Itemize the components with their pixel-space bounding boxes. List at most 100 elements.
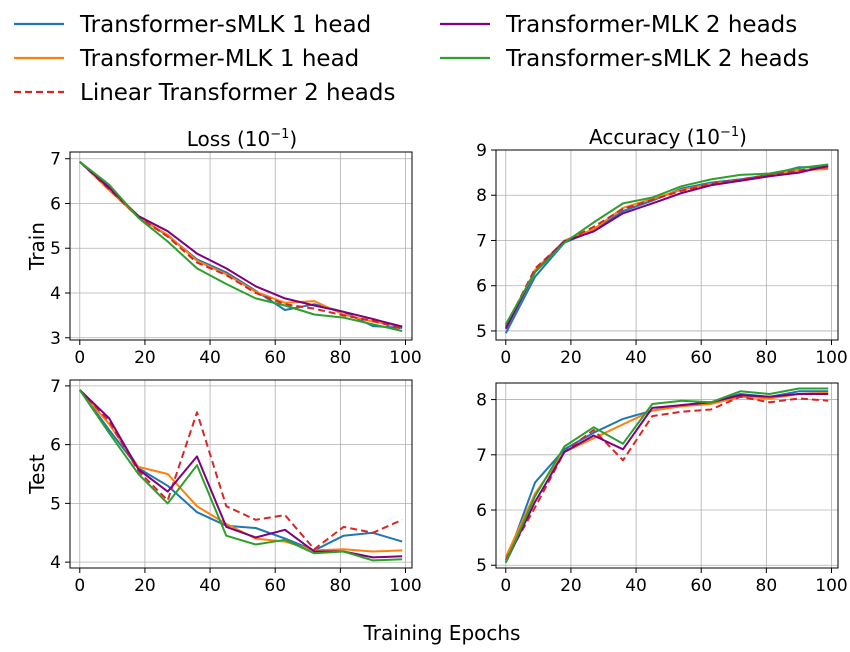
legend-item: Transformer-sMLK 1 head [14, 12, 371, 38]
x-tick-label: 0 [74, 348, 85, 368]
axes-frame [69, 151, 413, 341]
series-line-linear-transformer-2-heads [79, 389, 403, 551]
title-exponent: −1 [270, 127, 289, 142]
y-tick-label: 5 [50, 494, 61, 514]
series-line-linear-transformer-2-heads [79, 161, 403, 330]
x-tick-label: 100 [389, 348, 421, 368]
y-tick-label: 6 [476, 501, 487, 521]
series-line-transformer-smlk-2-heads [504, 163, 829, 325]
y-tick-label: 7 [476, 446, 487, 466]
y-tick-label: 6 [50, 436, 61, 456]
legend-label: Transformer-MLK 2 heads [505, 12, 797, 38]
accuracy-column-title: Accuracy (10−1) [589, 125, 747, 149]
x-tick-label: 40 [625, 348, 647, 368]
y-tick-label: 6 [476, 277, 487, 297]
column-titles: Loss (10−1) Accuracy (10−1) [187, 125, 747, 151]
y-tick-label: 9 [476, 141, 487, 161]
series-lines [504, 387, 829, 563]
legend-label: Transformer-sMLK 1 head [79, 12, 371, 38]
legend-label: Transformer-sMLK 2 heads [505, 46, 809, 72]
grid [70, 152, 412, 340]
x-tick-label: 80 [756, 576, 778, 596]
series-line-transformer-smlk-2-heads [79, 161, 403, 332]
x-tick-label: 60 [264, 576, 286, 596]
series-line-transformer-mlk-1-head [79, 161, 403, 328]
row-labels: Train Test [25, 222, 49, 495]
panel-train-accuracy: 0 20 40 60 80 100 5 6 7 8 9 [476, 141, 848, 368]
axes-frame [69, 379, 413, 569]
axes-frame [495, 149, 839, 341]
ticks: 0 20 40 60 80 100 5 6 7 8 [476, 391, 848, 596]
y-tick-label: 5 [476, 322, 487, 342]
ticks: 0 20 40 60 80 100 5 6 7 8 9 [476, 141, 848, 368]
loss-column-title: Loss (10−1) [187, 127, 297, 151]
x-tick-label: 20 [134, 348, 156, 368]
x-tick-label: 40 [199, 348, 221, 368]
x-tick-label: 100 [815, 576, 847, 596]
legend-item: Linear Transformer 2 heads [14, 80, 395, 106]
ticks: 0 20 40 60 80 100 3 4 5 6 7 [50, 150, 422, 368]
x-tick-label: 20 [560, 348, 582, 368]
series-line-transformer-smlk-1-head [79, 161, 403, 329]
legend-item: Transformer-MLK 2 heads [440, 12, 797, 38]
y-tick-label: 5 [50, 239, 61, 259]
series-line-linear-transformer-2-heads [504, 395, 829, 561]
title-base: Accuracy (10 [589, 125, 720, 149]
x-axis-label: Training Epochs [363, 621, 521, 645]
series-lines [78, 389, 403, 562]
x-tick-label: 60 [690, 348, 712, 368]
x-tick-label: 40 [625, 576, 647, 596]
x-tick-label: 100 [389, 576, 421, 596]
x-tick-label: 40 [199, 576, 221, 596]
series-line-transformer-smlk-1-head [78, 389, 403, 552]
ticks: 0 20 40 60 80 100 4 5 6 7 [50, 377, 422, 596]
title-exponent: −1 [720, 125, 739, 140]
y-tick-label: 7 [50, 377, 61, 397]
series-line-transformer-smlk-2-heads [78, 389, 403, 562]
y-tick-label: 3 [50, 329, 61, 349]
x-tick-label: 0 [500, 348, 511, 368]
panel-test-loss: 0 20 40 60 80 100 4 5 6 7 [50, 377, 422, 596]
x-tick-label: 0 [500, 576, 511, 596]
y-tick-label: 4 [50, 553, 61, 573]
x-tick-label: 20 [560, 576, 582, 596]
row-label-test: Test [25, 454, 49, 495]
y-tick-label: 4 [50, 284, 61, 304]
panel-test-accuracy: 0 20 40 60 80 100 5 6 7 8 [476, 382, 848, 596]
legend-item: Transformer-MLK 1 head [14, 46, 359, 72]
series-lines [504, 163, 829, 334]
axes-frame [495, 382, 839, 569]
y-tick-label: 6 [50, 194, 61, 214]
series-line-transformer-mlk-1-head [504, 391, 829, 558]
series-line-transformer-smlk-1-head [504, 390, 829, 563]
y-tick-label: 8 [476, 186, 487, 206]
x-tick-label: 60 [690, 576, 712, 596]
x-tick-label: 20 [134, 576, 156, 596]
title-base: Loss (10 [187, 127, 270, 151]
legend: Transformer-sMLK 1 head Transformer-MLK 1… [14, 12, 809, 106]
grid [496, 149, 838, 340]
x-tick-label: 60 [264, 348, 286, 368]
x-tick-label: 0 [74, 576, 85, 596]
grid [496, 383, 838, 568]
x-tick-label: 100 [815, 348, 847, 368]
legend-label: Linear Transformer 2 heads [80, 80, 395, 106]
title-close: ) [739, 125, 747, 149]
series-line-transformer-mlk-1-head [504, 168, 829, 330]
series-line-transformer-mlk-2-heads [504, 164, 829, 330]
y-tick-label: 7 [50, 150, 61, 170]
series-line-transformer-mlk-2-heads [79, 389, 403, 559]
panel-train-loss: 0 20 40 60 80 100 3 4 5 6 7 [50, 150, 422, 368]
x-tick-label: 80 [330, 576, 352, 596]
x-tick-label: 80 [756, 348, 778, 368]
x-tick-label: 80 [330, 348, 352, 368]
y-tick-label: 5 [476, 556, 487, 576]
legend-item: Transformer-sMLK 2 heads [440, 46, 809, 72]
title-close: ) [289, 127, 297, 151]
series-line-transformer-mlk-2-heads [79, 161, 403, 328]
y-tick-label: 7 [476, 231, 487, 251]
series-line-transformer-smlk-2-heads [504, 387, 829, 563]
legend-label: Transformer-MLK 1 head [79, 46, 359, 72]
